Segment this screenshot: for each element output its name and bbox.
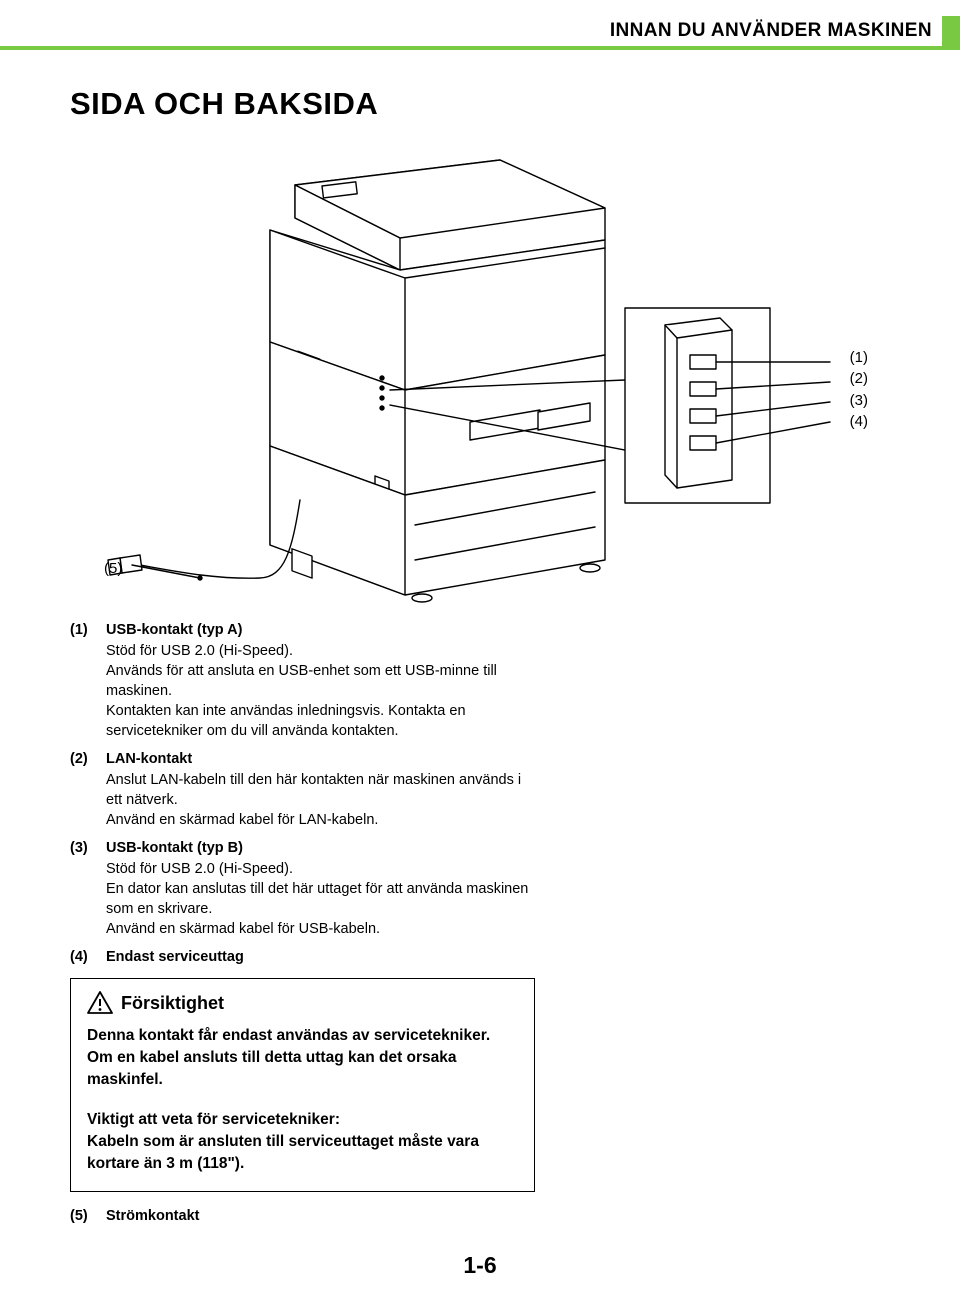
item-text: Anslut LAN-kabeln till den här kontakten…: [106, 770, 535, 830]
list-item: (3) USB-kontakt (typ B) Stöd för USB 2.0…: [70, 840, 535, 939]
caution-label: Försiktighet: [121, 993, 224, 1014]
item-number: (4): [70, 949, 106, 968]
item-title: LAN-kontakt: [106, 751, 535, 767]
item-number: (5): [70, 1208, 106, 1227]
item-title: Endast serviceuttag: [106, 949, 535, 965]
list-item: (2) LAN-kontakt Anslut LAN-kabeln till d…: [70, 751, 535, 830]
callout-5: (5): [104, 560, 122, 577]
page-title: SIDA OCH BAKSIDA: [70, 28, 890, 122]
callout-2: (2): [850, 369, 868, 389]
page-number: 1-6: [0, 1252, 960, 1279]
callout-group-right: (1) (2) (3) (4): [850, 348, 868, 433]
caution-box: Försiktighet Denna kontakt får endast an…: [70, 978, 535, 1192]
machine-diagram: (1) (2) (3) (4) (5): [70, 130, 890, 610]
item-title: Strömkontakt: [106, 1208, 535, 1224]
document-page: INNAN DU ANVÄNDER MASKINEN SIDA OCH BAKS…: [0, 0, 960, 1301]
warning-icon: [87, 991, 113, 1015]
description-list-2: (5) Strömkontakt: [70, 1208, 535, 1227]
callout-3: (3): [850, 391, 868, 411]
item-number: (3): [70, 840, 106, 939]
item-number: (1): [70, 622, 106, 741]
list-item: (1) USB-kontakt (typ A) Stöd för USB 2.0…: [70, 622, 535, 741]
item-text: Stöd för USB 2.0 (Hi-Speed). Används för…: [106, 641, 535, 741]
header-rule: [0, 46, 960, 50]
item-title: USB-kontakt (typ B): [106, 840, 535, 856]
machine-illustration-svg: [70, 130, 890, 610]
header-rule-inner: [0, 46, 588, 50]
item-number: (2): [70, 751, 106, 830]
list-item: (4) Endast serviceuttag: [70, 949, 535, 968]
item-title: USB-kontakt (typ A): [106, 622, 535, 638]
header-accent-block: [942, 16, 960, 50]
caution-paragraph-1: Denna kontakt får endast användas av ser…: [87, 1025, 518, 1091]
description-list: (1) USB-kontakt (typ A) Stöd för USB 2.0…: [70, 622, 535, 968]
caution-paragraph-2: Viktigt att veta för servicetekniker: Ka…: [87, 1109, 518, 1175]
list-item: (5) Strömkontakt: [70, 1208, 535, 1227]
caution-header: Försiktighet: [87, 991, 518, 1015]
item-text: Stöd för USB 2.0 (Hi-Speed). En dator ka…: [106, 859, 535, 939]
callout-4: (4): [850, 412, 868, 432]
callout-1: (1): [850, 348, 868, 368]
header-section-title: INNAN DU ANVÄNDER MASKINEN: [610, 20, 932, 42]
